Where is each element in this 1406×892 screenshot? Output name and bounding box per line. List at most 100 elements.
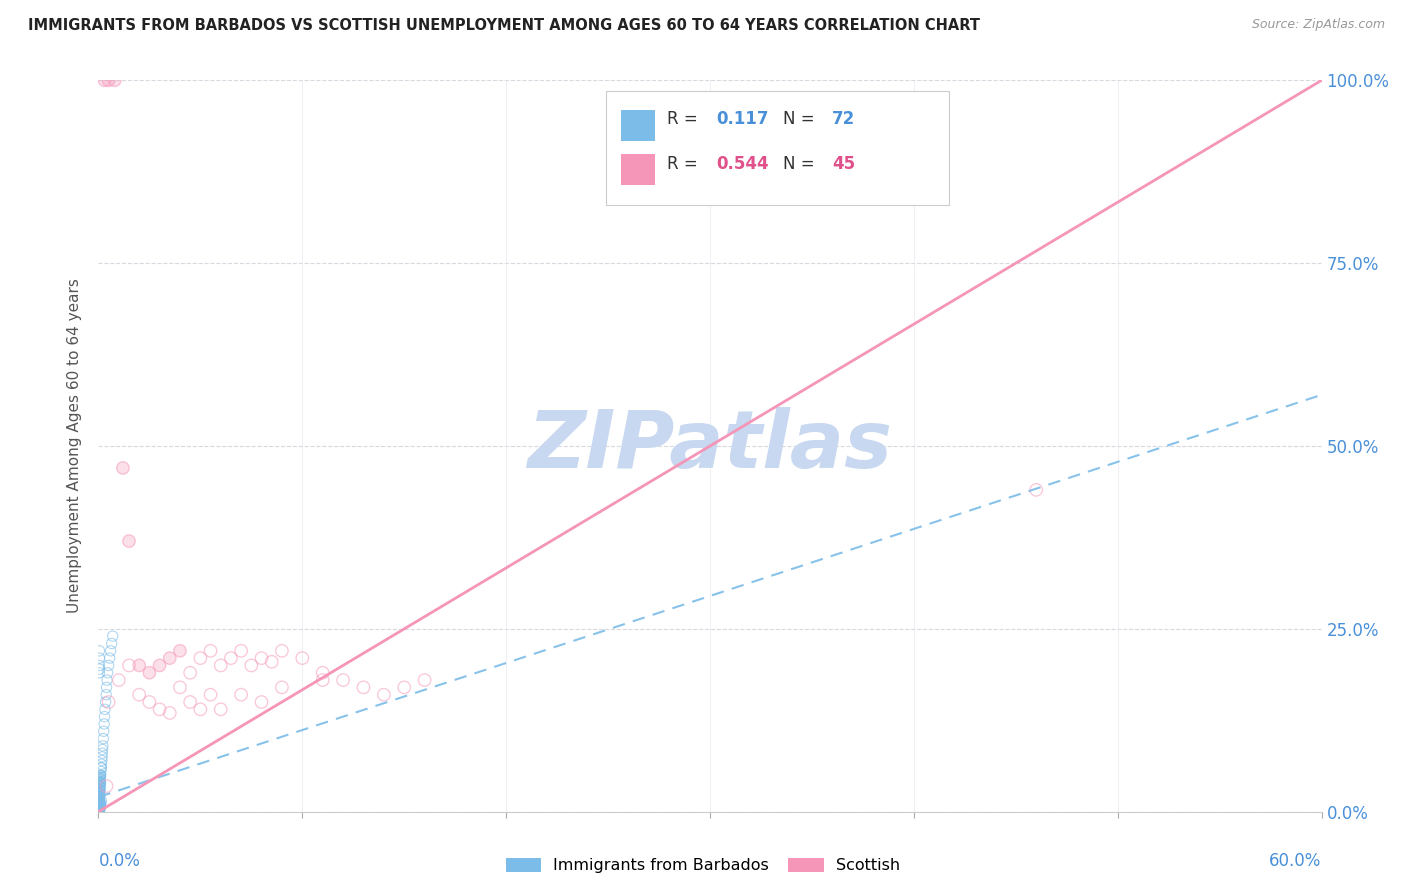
Point (91, 749, 114, 764)
Text: 0.117: 0.117 (716, 110, 769, 128)
Point (101, 629, 124, 643)
Point (128, 688, 150, 702)
Y-axis label: Unemployment Among Ages 60 to 64 years: Unemployment Among Ages 60 to 64 years (67, 278, 83, 614)
Point (89, 790, 111, 805)
Point (90, 754, 112, 768)
Legend: Immigrants from Barbados, Scottish: Immigrants from Barbados, Scottish (499, 851, 907, 880)
Point (209, 658, 232, 673)
Point (1025, 483, 1047, 497)
Point (89, 794, 111, 808)
Point (89, 797, 111, 812)
Point (96, 779, 118, 793)
Point (104, 73, 127, 87)
Point (96, 688, 118, 702)
Point (231, 644, 253, 658)
Text: N =: N = (783, 110, 820, 128)
Point (89, 772, 111, 786)
Point (89, 768, 111, 782)
Point (89, 797, 111, 812)
Point (93, 73, 115, 87)
Point (96, 673, 118, 687)
Text: Source: ZipAtlas.com: Source: ZipAtlas.com (1251, 18, 1385, 31)
Point (89, 782, 111, 797)
Point (169, 681, 191, 695)
Point (94, 695, 117, 709)
Point (89, 802, 111, 816)
Point (94, 702, 117, 716)
Point (231, 688, 253, 702)
Point (89, 787, 111, 801)
Point (96, 681, 118, 695)
Point (89, 803, 111, 817)
Point (111, 461, 134, 475)
Text: N =: N = (783, 155, 820, 173)
Point (90, 761, 112, 775)
Point (138, 695, 160, 709)
Point (89, 787, 111, 801)
Text: R =: R = (668, 155, 703, 173)
Point (118, 658, 141, 673)
Point (188, 651, 212, 665)
Point (89, 803, 111, 817)
Text: IMMIGRANTS FROM BARBADOS VS SCOTTISH UNEMPLOYMENT AMONG AGES 60 TO 64 YEARS CORR: IMMIGRANTS FROM BARBADOS VS SCOTTISH UNE… (28, 18, 980, 33)
Point (89, 772, 111, 786)
Point (149, 658, 172, 673)
Point (138, 665, 160, 680)
FancyBboxPatch shape (606, 91, 949, 204)
Point (169, 644, 191, 658)
Point (90, 768, 112, 782)
Point (89, 796, 111, 810)
Point (270, 681, 294, 695)
Point (89, 801, 111, 815)
Point (108, 673, 131, 687)
Point (97, 695, 120, 709)
Point (89, 782, 111, 797)
Point (89, 797, 111, 812)
Point (89, 658, 111, 673)
Point (159, 706, 181, 720)
Point (104, 73, 127, 87)
Point (373, 688, 395, 702)
Point (100, 644, 122, 658)
Point (89, 787, 111, 801)
Point (89, 797, 111, 812)
Point (89, 775, 111, 789)
Point (89, 662, 111, 676)
Point (149, 702, 172, 716)
Text: 72: 72 (832, 110, 856, 128)
Point (89, 779, 111, 793)
Point (97, 73, 120, 87)
Point (90, 796, 112, 810)
Point (90, 768, 112, 782)
Point (89, 779, 111, 793)
Point (100, 636, 122, 650)
Point (89, 802, 111, 816)
Point (250, 651, 273, 665)
Point (89, 801, 111, 815)
Point (250, 695, 273, 709)
Point (89, 799, 111, 814)
Point (89, 794, 111, 808)
Point (90, 761, 112, 775)
Point (89, 782, 111, 797)
Point (240, 658, 263, 673)
Point (128, 658, 150, 673)
Point (89, 801, 111, 815)
Point (169, 644, 191, 658)
Point (118, 534, 141, 549)
FancyBboxPatch shape (620, 111, 655, 141)
Point (89, 801, 111, 815)
Point (209, 702, 232, 716)
Point (89, 790, 111, 805)
Text: ZIPatlas: ZIPatlas (527, 407, 893, 485)
Point (89, 797, 111, 812)
Point (91, 731, 114, 746)
Point (89, 801, 111, 815)
FancyBboxPatch shape (620, 154, 655, 185)
Point (270, 644, 294, 658)
Point (89, 790, 111, 805)
Point (98, 651, 121, 665)
Text: 0.544: 0.544 (716, 155, 769, 173)
Point (291, 651, 314, 665)
Point (91, 739, 114, 753)
